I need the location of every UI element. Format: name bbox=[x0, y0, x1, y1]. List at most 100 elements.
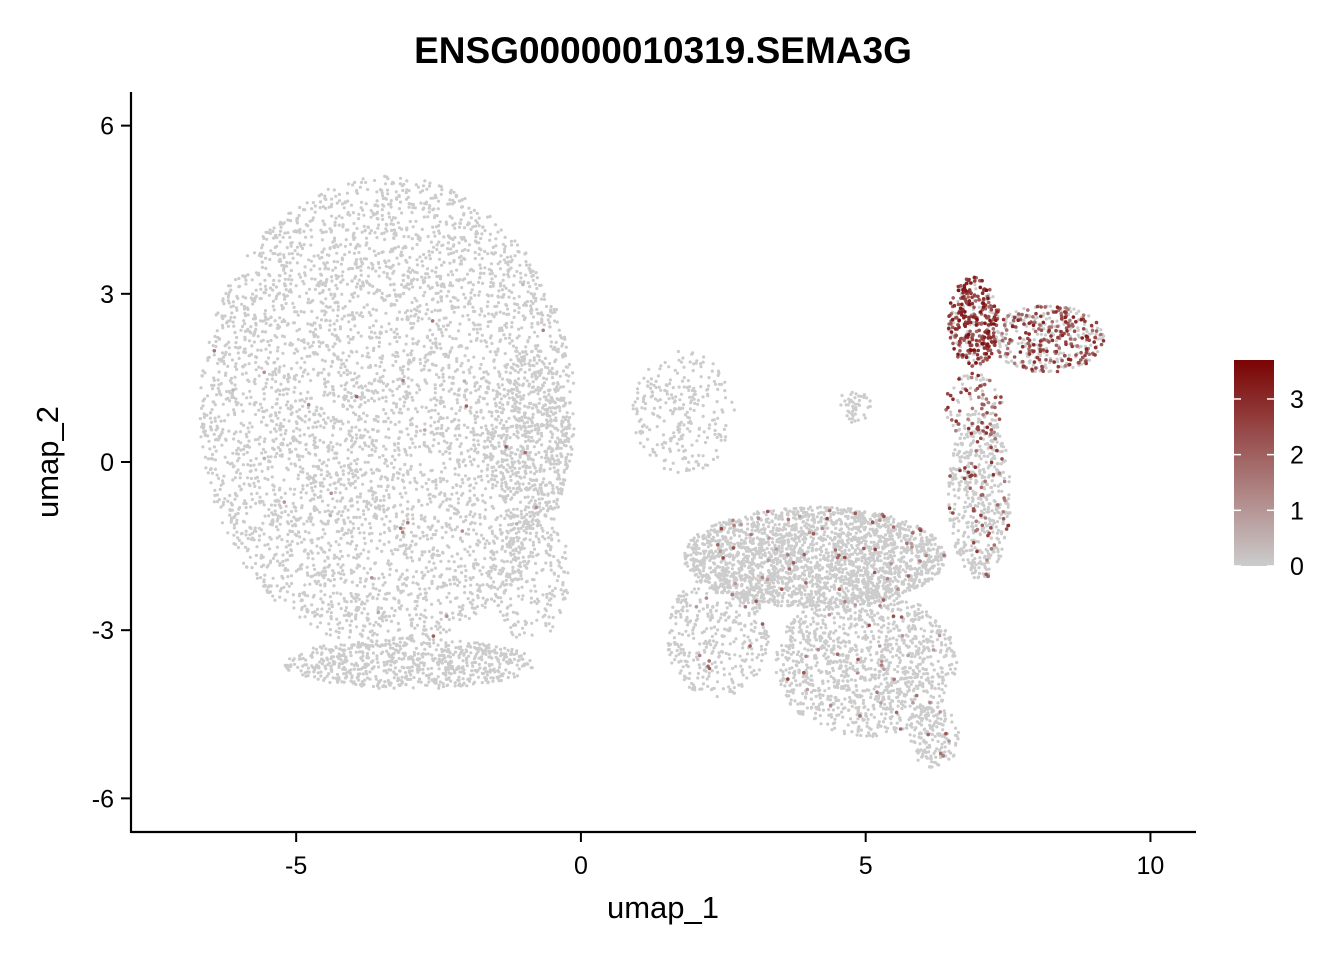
cell-point bbox=[457, 465, 461, 469]
cell-point bbox=[278, 365, 282, 369]
cell-point bbox=[408, 270, 413, 275]
cell-point bbox=[337, 663, 341, 668]
cell-point bbox=[347, 250, 352, 254]
cell-point bbox=[556, 347, 560, 351]
cell-point bbox=[434, 363, 438, 368]
cell-point bbox=[268, 460, 272, 464]
cell-point bbox=[260, 406, 264, 410]
cell-point bbox=[477, 241, 481, 245]
cell-point bbox=[234, 452, 239, 456]
cell-point bbox=[429, 196, 433, 200]
cell-point bbox=[398, 335, 402, 339]
cell-point bbox=[384, 261, 388, 265]
cell-point bbox=[533, 466, 537, 470]
cell-point bbox=[446, 355, 450, 359]
cell-point bbox=[536, 334, 540, 338]
cell-point bbox=[298, 592, 302, 596]
cell-point bbox=[437, 318, 441, 322]
cell-point bbox=[435, 549, 440, 553]
cell-point bbox=[498, 421, 502, 425]
cell-point bbox=[322, 393, 326, 397]
cell-point bbox=[278, 229, 283, 233]
cell-point bbox=[349, 599, 353, 604]
cell-point bbox=[333, 553, 337, 557]
cell-point bbox=[358, 185, 362, 189]
cell-point bbox=[500, 481, 504, 485]
cell-point bbox=[338, 491, 342, 495]
cell-point bbox=[483, 557, 487, 561]
cell-point bbox=[499, 651, 503, 655]
cell-point bbox=[460, 249, 464, 253]
cell-point bbox=[232, 526, 236, 530]
cell-point bbox=[415, 258, 419, 262]
cell-point bbox=[377, 397, 381, 401]
cell-point bbox=[282, 268, 286, 272]
cell-point bbox=[384, 412, 388, 416]
cell-point bbox=[360, 386, 364, 390]
cell-point bbox=[330, 279, 334, 283]
cell-point bbox=[306, 556, 310, 560]
cell-point bbox=[479, 236, 483, 241]
cell-point bbox=[240, 372, 245, 376]
cell-point bbox=[436, 426, 440, 430]
cell-point bbox=[381, 454, 385, 458]
cell-point bbox=[513, 254, 517, 258]
cell-point bbox=[483, 542, 487, 546]
cell-point bbox=[380, 191, 384, 195]
cell-point bbox=[281, 351, 285, 355]
cell-point bbox=[406, 470, 410, 474]
cell-point bbox=[265, 377, 269, 381]
cell-point bbox=[407, 362, 411, 366]
cell-point bbox=[339, 565, 343, 570]
cell-point bbox=[309, 476, 313, 480]
cell-point bbox=[564, 365, 568, 369]
cell-point bbox=[528, 554, 532, 558]
cell-point bbox=[352, 663, 356, 667]
cell-point bbox=[473, 417, 477, 421]
cell-point bbox=[242, 307, 247, 311]
cell-point bbox=[394, 515, 398, 519]
cell-point bbox=[388, 250, 392, 254]
cell-point bbox=[327, 253, 331, 257]
cell-point bbox=[460, 571, 464, 575]
cell-point bbox=[444, 429, 448, 433]
cell-point bbox=[319, 614, 323, 618]
cell-point bbox=[435, 620, 439, 624]
cell-point bbox=[497, 385, 501, 390]
cell-point bbox=[415, 604, 419, 608]
cell-point bbox=[366, 187, 370, 192]
cell-point bbox=[413, 314, 417, 318]
cell-point bbox=[503, 244, 507, 248]
cell-point bbox=[488, 285, 493, 289]
cell-point bbox=[287, 543, 291, 547]
cell-point bbox=[319, 468, 323, 472]
cell-point bbox=[471, 283, 475, 287]
cell-point bbox=[455, 398, 459, 402]
cell-point bbox=[415, 242, 419, 247]
cell-point bbox=[384, 435, 388, 439]
cell-point bbox=[478, 516, 482, 520]
cell-point bbox=[460, 361, 464, 365]
cell-point bbox=[377, 686, 381, 690]
cell-point bbox=[321, 219, 325, 223]
cell-point bbox=[392, 505, 396, 509]
cell-point bbox=[402, 552, 406, 556]
cell-point bbox=[406, 507, 410, 511]
cell-point bbox=[384, 395, 388, 399]
cell-point bbox=[478, 513, 482, 517]
cell-point bbox=[368, 567, 373, 571]
cell-point bbox=[316, 671, 320, 675]
cell-point bbox=[409, 467, 413, 471]
cell-point bbox=[534, 282, 538, 286]
cell-point bbox=[507, 336, 511, 340]
cell-point bbox=[451, 381, 455, 385]
cell-point bbox=[342, 464, 346, 468]
cell-point bbox=[367, 550, 371, 554]
cell-point bbox=[220, 521, 224, 525]
cell-point bbox=[384, 488, 389, 492]
cell-point bbox=[323, 390, 327, 394]
cell-point bbox=[536, 322, 540, 326]
cell-point bbox=[452, 200, 456, 204]
cell-point bbox=[357, 374, 361, 378]
cell-point bbox=[212, 500, 216, 504]
